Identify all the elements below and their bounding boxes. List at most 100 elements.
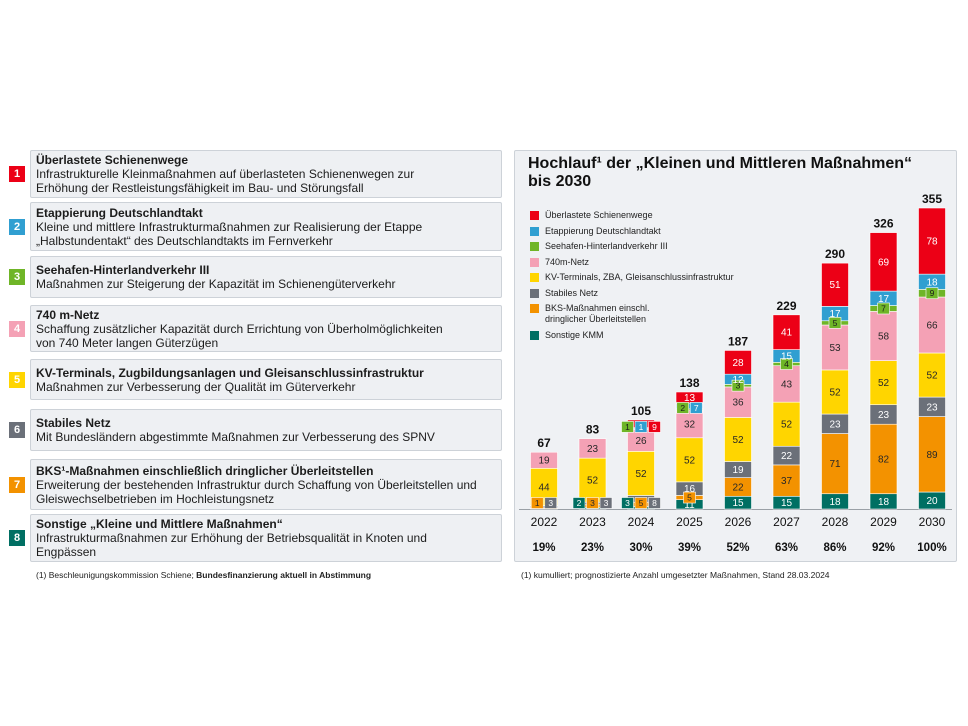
bar-segment-2029-s5 bbox=[869, 360, 898, 406]
legend-label: 740m-Netz bbox=[545, 256, 590, 267]
measure-box: BKS¹-Maßnahmen einschließlich dringliche… bbox=[30, 459, 502, 510]
segment-callout-box bbox=[683, 491, 696, 504]
bar-total-label: 187 bbox=[728, 334, 748, 348]
segment-value-label: 22 bbox=[781, 451, 793, 462]
segment-value-label: 19 bbox=[538, 456, 550, 467]
segment-callout-box bbox=[877, 302, 890, 315]
segment-value-label: 23 bbox=[829, 419, 841, 430]
measure-title: Stabiles Netz bbox=[36, 416, 111, 430]
bar-total-label: 326 bbox=[873, 217, 893, 231]
segment-callout-box bbox=[828, 317, 842, 329]
segment-callout-box bbox=[925, 287, 939, 300]
measure-title: Sonstige „Kleine und Mittlere Maßnahmen“ bbox=[36, 517, 283, 531]
measure-item-7: 7 BKS¹-Maßnahmen einschließlich dringlic… bbox=[9, 459, 502, 510]
segment-value-label: 17 bbox=[878, 294, 890, 305]
bar-segment-2028-s1 bbox=[821, 262, 849, 307]
segment-value-label: 71 bbox=[829, 459, 841, 470]
share-label: 52% bbox=[726, 542, 749, 554]
legend-swatch bbox=[530, 242, 539, 251]
year-label: 2023 bbox=[579, 515, 606, 529]
measure-description: Infrastrukturelle Kleinmaßnahmen auf übe… bbox=[36, 167, 415, 195]
footnote-left: (1) Beschleunigungskommission Schiene; B… bbox=[36, 570, 371, 581]
segment-value-label: 52 bbox=[732, 435, 744, 446]
segment-value-label: 18 bbox=[829, 497, 841, 508]
segment-value-label: 52 bbox=[635, 469, 647, 480]
legend-label: Sonstige KMM bbox=[545, 329, 604, 340]
bar-segment-2023-s4 bbox=[578, 438, 607, 459]
year-label: 2025 bbox=[676, 515, 703, 529]
segment-value-label: 53 bbox=[829, 343, 841, 354]
segment-callout-box bbox=[530, 497, 544, 509]
bar-segment-2030-s4 bbox=[918, 296, 946, 354]
measure-number-badge: 3 bbox=[9, 269, 25, 285]
measure-number-badge: 4 bbox=[9, 320, 25, 337]
measure-item-2: 2 Etappierung Deutschlandtakt Kleine und… bbox=[9, 202, 502, 251]
bar-segment-2027-s5 bbox=[772, 401, 801, 447]
legend-label: Überlastete Schienenwege bbox=[545, 210, 653, 220]
bar-segment-2026-s4 bbox=[724, 386, 752, 418]
segment-value-label: 43 bbox=[781, 379, 793, 390]
segment-value-label: 16 bbox=[684, 484, 696, 495]
segment-value-label: 51 bbox=[829, 280, 841, 291]
chart-panel: 1 3 44 19 67 2022 19% 2 3 3 52 23 83 2023 23% 3 5 8 52 26 1 1… bbox=[514, 150, 957, 562]
segment-callout-box bbox=[648, 421, 661, 433]
segment-callout-box bbox=[621, 497, 634, 509]
legend-label: Seehafen-Hinterlandverkehr III bbox=[545, 241, 668, 251]
bar-segment-2026-s5 bbox=[724, 417, 752, 462]
segment-value-label: 28 bbox=[732, 358, 744, 369]
segment-callout-label: 5 bbox=[639, 498, 644, 508]
segment-callout-label: 8 bbox=[652, 498, 657, 508]
segment-callout-label: 3 bbox=[736, 381, 741, 391]
segment-callout-box bbox=[634, 497, 648, 509]
segment-value-label: 15 bbox=[781, 498, 793, 509]
segment-callout-box bbox=[621, 421, 634, 433]
measure-box: 740 m-Netz Schaffung zusätzlicher Kapazi… bbox=[30, 305, 502, 352]
segment-callout-box bbox=[572, 497, 586, 509]
segment-callout-label: 3 bbox=[604, 498, 609, 508]
bar-segment-2030-s5 bbox=[918, 352, 946, 398]
bar-segment-2023-s5 bbox=[578, 457, 607, 503]
bar-segment-2027-s1 bbox=[772, 314, 801, 350]
measure-description: Schaffung zusätzlicher Kapazität durch E… bbox=[36, 321, 443, 350]
legend-label: KV-Terminals, ZBA, Gleisanschlussinfrast… bbox=[545, 272, 734, 282]
bar-segment-2028-s4 bbox=[821, 324, 849, 371]
chart-legend: Überlastete Schienenwege Etappierung Deu… bbox=[530, 210, 734, 341]
segment-value-label: 26 bbox=[635, 436, 647, 447]
segment-callout-label: 3 bbox=[625, 498, 630, 508]
measure-title: BKS¹-Maßnahmen einschließlich dringliche… bbox=[36, 463, 374, 478]
segment-callout-box bbox=[586, 497, 599, 509]
share-label: 92% bbox=[872, 542, 895, 554]
bar-segment-2028-s5 bbox=[821, 369, 849, 415]
share-label: 86% bbox=[823, 542, 846, 554]
footnote-left-bold: Bundesfinanzierung aktuell in Abstimmung bbox=[196, 570, 372, 580]
bar-segment-2030-s7 bbox=[918, 416, 946, 493]
bar-segment-2026-s1 bbox=[724, 350, 752, 375]
share-label: 19% bbox=[532, 542, 555, 554]
segment-value-label: 44 bbox=[538, 482, 550, 493]
measure-title: Überlastete Schienenwege bbox=[36, 153, 189, 167]
segment-value-label: 41 bbox=[781, 328, 793, 339]
measure-description: Erweiterung der bestehenden Infrastruktu… bbox=[36, 477, 477, 506]
segment-value-label: 23 bbox=[587, 444, 599, 455]
bar-segment-2029-s1 bbox=[869, 232, 898, 292]
segment-value-label: 52 bbox=[684, 455, 696, 466]
bar-total-label: 229 bbox=[776, 299, 796, 313]
segment-callout-label: 3 bbox=[548, 498, 553, 508]
measure-box: Seehafen-Hinterlandverkehr III Maßnahmen… bbox=[30, 256, 502, 298]
bar-segment-2029-s4 bbox=[869, 311, 898, 361]
segment-value-label: 22 bbox=[732, 482, 744, 493]
segment-value-label: 52 bbox=[829, 387, 841, 398]
segment-value-label: 58 bbox=[878, 332, 890, 343]
bar-total-label: 138 bbox=[679, 376, 699, 390]
footnote-left-text: (1) Beschleunigungskommission Schiene; bbox=[36, 570, 197, 580]
legend-swatch bbox=[530, 273, 539, 282]
measure-description: Kleine und mittlere Infrastrukturmaßnahm… bbox=[36, 219, 423, 248]
legend-item: Sonstige KMM bbox=[530, 330, 734, 341]
bar-segment-2022-s4 bbox=[530, 451, 558, 469]
year-label: 2022 bbox=[531, 515, 558, 529]
bar-segment-2027-s7 bbox=[772, 464, 801, 497]
segment-callout-box bbox=[676, 402, 690, 414]
segment-callout-label: 5 bbox=[687, 493, 692, 503]
legend-item: 740m-Netz bbox=[530, 257, 734, 268]
